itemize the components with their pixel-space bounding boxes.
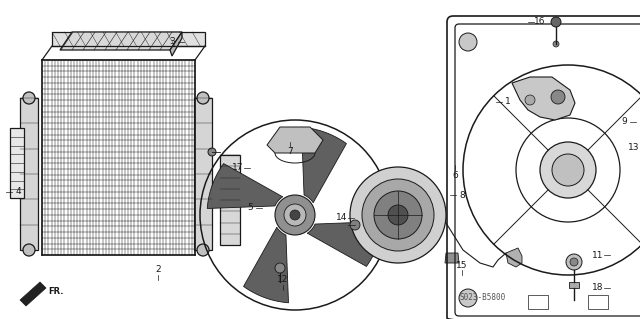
Text: 9: 9 [621,117,627,127]
Text: 1: 1 [505,98,511,107]
Text: 17: 17 [232,164,244,173]
Bar [10,128,24,198]
Polygon shape [445,253,459,263]
Circle shape [553,41,559,47]
Bar [194,98,212,250]
Polygon shape [506,248,522,267]
Bar [528,295,548,309]
Circle shape [388,205,408,225]
Text: 5: 5 [247,204,253,212]
Polygon shape [307,221,383,266]
Circle shape [551,17,561,27]
Polygon shape [60,32,182,50]
Circle shape [525,95,535,105]
Circle shape [459,33,477,51]
Polygon shape [244,227,289,303]
Circle shape [551,90,565,104]
Text: 18: 18 [592,284,604,293]
Polygon shape [207,164,283,209]
Text: 3: 3 [169,38,175,47]
Bar [569,282,579,288]
Text: 14: 14 [336,213,348,222]
Text: 15: 15 [456,261,468,270]
Circle shape [570,258,578,266]
Polygon shape [170,32,182,56]
Bar [20,98,38,250]
Circle shape [362,179,434,251]
Circle shape [350,220,360,230]
Text: 4: 4 [15,188,21,197]
Text: 16: 16 [534,18,546,26]
Bar [52,32,205,46]
Text: S023-B5800: S023-B5800 [460,293,506,302]
Circle shape [208,148,216,156]
Circle shape [540,142,596,198]
Circle shape [197,92,209,104]
Bar [220,155,240,245]
Polygon shape [267,127,323,153]
Circle shape [284,204,306,226]
Polygon shape [301,127,346,203]
Text: 7: 7 [287,147,293,157]
Circle shape [566,254,582,270]
Polygon shape [20,282,46,306]
Circle shape [23,92,35,104]
Text: 2: 2 [155,265,161,275]
Circle shape [275,195,315,235]
Text: 11: 11 [592,250,604,259]
Circle shape [197,244,209,256]
Text: 13: 13 [628,144,640,152]
Circle shape [23,244,35,256]
Bar [588,295,608,309]
Text: 6: 6 [452,170,458,180]
Circle shape [459,289,477,307]
Text: 12: 12 [277,276,289,285]
Text: 8: 8 [459,190,465,199]
Circle shape [290,210,300,220]
Circle shape [374,191,422,239]
Circle shape [552,154,584,186]
Polygon shape [512,77,575,120]
Text: FR.: FR. [48,287,63,296]
Circle shape [275,263,285,273]
Circle shape [350,167,446,263]
